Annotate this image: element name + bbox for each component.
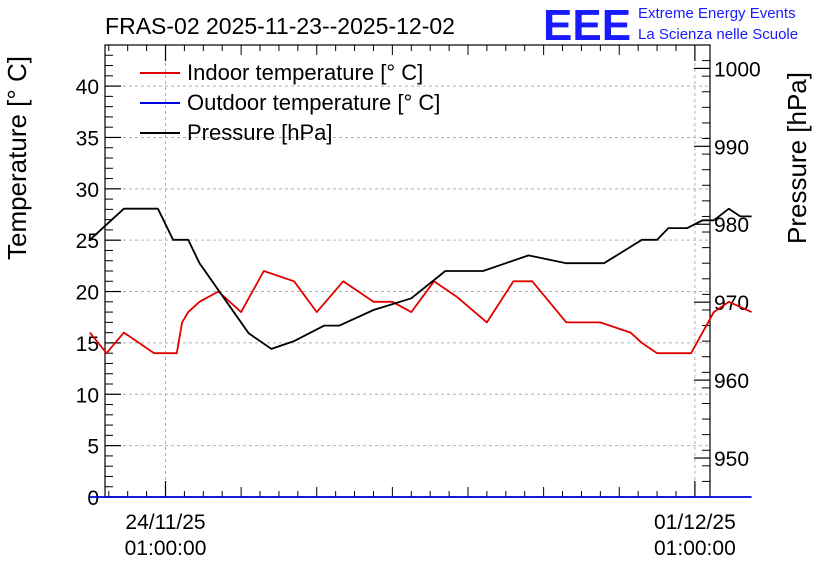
x-tick-label-date: 24/11/25 — [125, 511, 205, 534]
legend-label-outdoor: Outdoor temperature [° C] — [187, 90, 440, 115]
series — [89, 207, 752, 498]
axes: 0510152025303540950960970980990100024/11… — [76, 44, 761, 560]
legend-label-indoor: Indoor temperature [° C] — [187, 60, 423, 85]
chart-title: FRAS-02 2025-11-23--2025-12-02 — [105, 13, 455, 39]
x-tick-label-time: 01:00:00 — [125, 537, 207, 560]
y-right-tick-label: 1000 — [714, 58, 761, 81]
y-left-tick-label: 30 — [76, 179, 99, 202]
y-left-tick-label: 20 — [76, 282, 99, 305]
y-left-tick-label: 40 — [76, 76, 99, 99]
y-right-tick-label: 990 — [714, 136, 749, 159]
y-right-tick-label: 950 — [714, 448, 749, 471]
grid — [105, 45, 710, 497]
indoor-temperature-line — [89, 270, 752, 355]
y-right-tick-label: 960 — [714, 370, 749, 393]
y-left-tick-label: 0 — [87, 487, 99, 510]
x-tick-label-time: 01:00:00 — [654, 537, 736, 560]
y-left-tick-label: 5 — [87, 436, 99, 459]
x-tick-label-date: 01/12/25 — [654, 511, 736, 534]
y-right-axis-title: Pressure [hPa] — [782, 72, 812, 244]
y-right-tick-label: 980 — [714, 214, 749, 237]
y-left-axis-title: Temperature [° C] — [2, 56, 32, 260]
legend-label-pressure: Pressure [hPa] — [187, 120, 333, 145]
logo-line-2: La Scienza nelle Scuole — [638, 26, 798, 43]
y-left-tick-label: 15 — [76, 333, 99, 356]
y-left-tick-label: 35 — [76, 127, 99, 150]
pressure-line — [89, 207, 752, 350]
y-left-tick-label: 10 — [76, 384, 99, 407]
legend: Indoor temperature [° C] Outdoor tempera… — [140, 60, 440, 145]
logo-line-1: Extreme Energy Events — [638, 5, 796, 22]
logo-eee-text: EEE — [543, 1, 631, 50]
eee-logo: EEE Extreme Energy Events La Scienza nel… — [543, 1, 798, 50]
